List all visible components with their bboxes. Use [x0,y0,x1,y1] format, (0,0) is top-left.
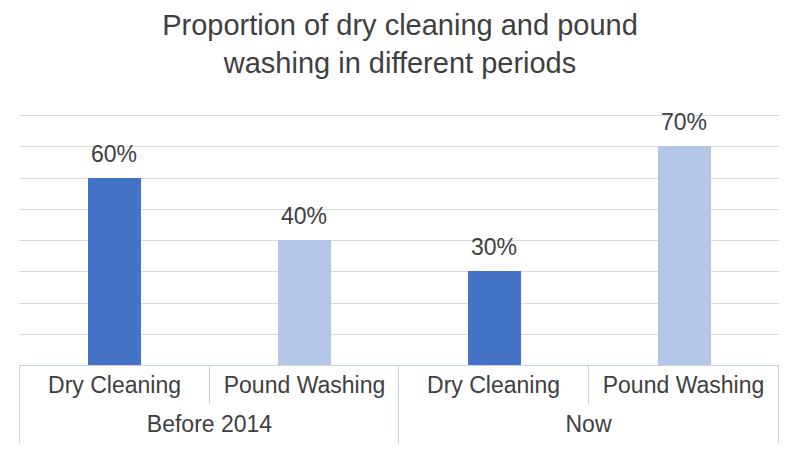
chart-title-line-2: washing in different periods [0,44,800,82]
bar-before-2014-dry-cleaning [88,178,141,366]
category-label: Dry Cleaning [427,372,560,399]
chart-title: Proportion of dry cleaning and pound was… [0,6,800,82]
bar-value-label-now-pound-washing: 70% [624,108,744,136]
group-label: Now [565,411,611,438]
category-cell-now-dry-cleaning: Dry Cleaning [399,366,589,404]
category-row: Dry Cleaning Pound Washing Dry Cleaning … [20,366,778,404]
category-cell-now-pound-washing: Pound Washing [589,366,778,404]
group-divider-line [398,366,399,443]
category-cell-before-2014-dry-cleaning: Dry Cleaning [20,366,210,404]
category-label: Pound Washing [603,372,765,399]
bar-value-label-before-2014-pound-washing: 40% [244,202,364,230]
bar-now-dry-cleaning [468,271,521,365]
bar-value-label-before-2014-dry-cleaning: 60% [54,140,174,168]
bar-value-label-now-dry-cleaning: 30% [434,233,554,261]
chart-title-line-1: Proportion of dry cleaning and pound [0,6,800,44]
group-cell-now: Now [399,404,778,444]
category-cell-before-2014-pound-washing: Pound Washing [210,366,399,404]
group-cell-before-2014: Before 2014 [20,404,399,444]
bar-before-2014-pound-washing [278,240,331,365]
group-row: Before 2014 Now [20,404,778,444]
bar-now-pound-washing [658,146,711,365]
x-axis-table: Dry Cleaning Pound Washing Dry Cleaning … [19,365,779,443]
chart-root: Proportion of dry cleaning and pound was… [0,0,800,453]
category-label: Dry Cleaning [48,372,181,399]
group-label: Before 2014 [147,411,272,438]
category-label: Pound Washing [224,372,386,399]
plot-area: 60%40%30%70% [19,115,779,365]
